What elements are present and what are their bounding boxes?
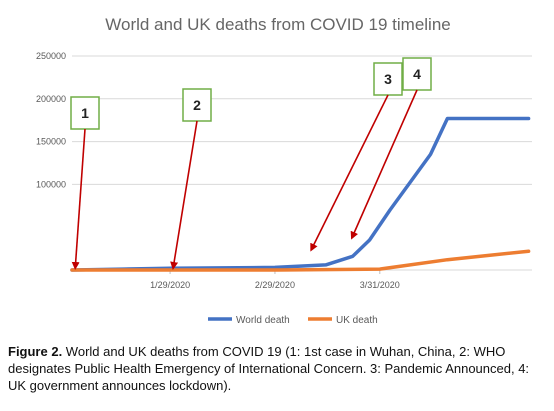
event-annotations: 1 2 3 4	[70, 57, 432, 270]
caption-text: World and UK deaths from COVID 19 (1: 1s…	[8, 344, 530, 393]
legend: World death UK death	[208, 315, 378, 326]
y-tick-label: 100000	[36, 179, 66, 189]
callout-number: 1	[81, 105, 89, 121]
x-tick-label: 1/29/2020	[150, 280, 190, 290]
callout-box	[70, 96, 100, 130]
caption-label: Figure 2.	[8, 344, 63, 359]
x-axis-ticks: 1/29/2020 2/29/2020 3/31/2020	[150, 270, 400, 290]
callout-box	[182, 88, 212, 122]
callout-arrow	[170, 120, 198, 270]
callout-arrow	[350, 89, 418, 240]
x-tick-label: 2/29/2020	[255, 280, 295, 290]
figure-caption: Figure 2. World and UK deaths from COVID…	[8, 343, 548, 394]
grid-lines	[72, 55, 532, 271]
callout-arrow	[310, 94, 389, 252]
callout-arrow	[71, 128, 86, 270]
callout-box	[402, 57, 432, 91]
series-lines	[70, 116, 531, 272]
callout-number: 4	[413, 66, 421, 82]
y-axis-ticks: 250000 200000 150000 100000	[36, 51, 66, 189]
y-tick-label: 250000	[36, 51, 66, 61]
uk-death-line	[70, 249, 531, 272]
chart-canvas: World and UK deaths from COVID 19 timeli…	[36, 15, 532, 326]
world-death-legend-label: World death	[236, 315, 290, 326]
event-callout-1: 1	[70, 96, 100, 270]
y-tick-label: 200000	[36, 94, 66, 104]
event-callout-2: 2	[170, 88, 212, 270]
chart-title: World and UK deaths from COVID 19 timeli…	[105, 15, 451, 34]
x-tick-label: 3/31/2020	[360, 280, 400, 290]
event-callout-3: 3	[310, 62, 403, 252]
event-callout-4: 4	[350, 57, 432, 240]
callout-number: 2	[193, 97, 201, 113]
y-tick-label: 150000	[36, 137, 66, 147]
uk-death-legend-label: UK death	[336, 315, 378, 326]
callout-number: 3	[384, 71, 392, 87]
